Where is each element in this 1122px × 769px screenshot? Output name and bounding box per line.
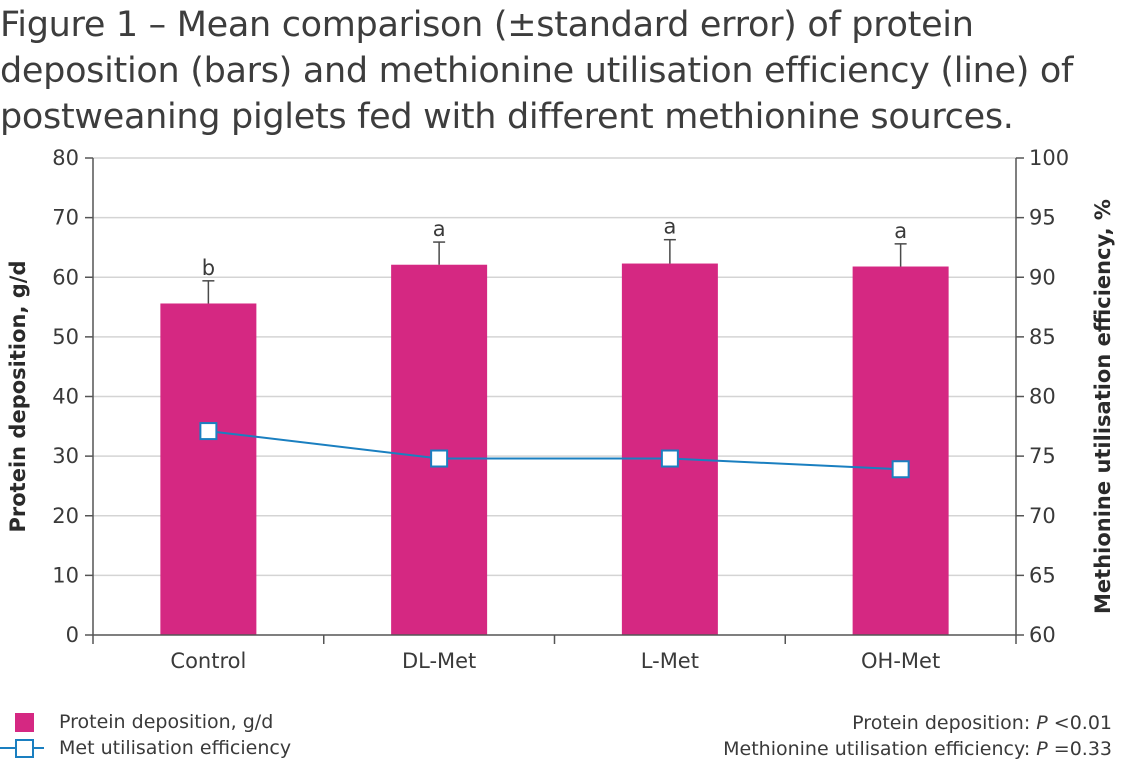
efficiency-point <box>660 449 679 468</box>
y2-axis-title: Methionine utilisation efficiency, % <box>1091 199 1115 614</box>
y-tick-label: 50 <box>52 325 79 349</box>
efficiency-point <box>199 422 218 441</box>
y-tick-label: 80 <box>52 146 79 170</box>
significance-letter: a <box>894 219 907 243</box>
x-tick-label: OH-Met <box>861 649 940 673</box>
title-line-2: deposition (bars) and methionine utilisa… <box>0 51 1074 91</box>
note-protein-deposition: Protein deposition: P <0.01 <box>723 710 1112 736</box>
figure-title: Figure 1 – Mean comparison (±standard er… <box>0 2 1118 140</box>
note-met-value: =0.33 <box>1047 738 1112 760</box>
note-protein-value: <0.01 <box>1047 712 1112 734</box>
y2-tick-label: 100 <box>1029 146 1069 170</box>
x-tick-label: DL-Met <box>402 649 476 673</box>
y2-tick-label: 85 <box>1029 325 1056 349</box>
note-met-prefix: Methionine utilisation efficiency: <box>723 738 1037 760</box>
y-tick-label: 70 <box>52 206 79 230</box>
efficiency-line <box>208 430 901 471</box>
y2-tick-label: 75 <box>1029 444 1056 468</box>
y-tick-label: 30 <box>52 444 79 468</box>
note-protein-prefix: Protein deposition: <box>852 712 1037 734</box>
bar-oh-met <box>852 266 949 635</box>
y2-tick-label: 95 <box>1029 206 1056 230</box>
y2-tick-label: 65 <box>1029 563 1056 587</box>
y-axis-title: Protein deposition, g/d <box>6 261 30 533</box>
chart-plot: b a a a 0 10 20 30 40 50 60 70 80 60 65 70 75 80 85 90 95 100… <box>6 146 1115 673</box>
y-tick-label: 60 <box>52 265 79 289</box>
significance-letter: a <box>433 217 446 241</box>
title-line-3: postweaning piglets fed with different m… <box>0 97 1014 137</box>
y2-tick-label: 60 <box>1029 623 1056 647</box>
bar-control <box>160 303 257 635</box>
significance-letter: a <box>663 215 676 239</box>
y-tick-label: 40 <box>52 385 79 409</box>
y-tick-label: 10 <box>52 563 79 587</box>
x-tick-label: L-Met <box>641 649 699 673</box>
bar-l-met <box>621 263 718 635</box>
y-tick-label: 20 <box>52 504 79 528</box>
legend-label-protein-deposition: Protein deposition, g/d <box>59 711 274 733</box>
efficiency-point <box>430 449 449 468</box>
y-tick-label: 0 <box>66 623 79 647</box>
efficiency-point <box>891 460 910 479</box>
note-protein-p: P <box>1036 712 1048 734</box>
significance-letter: b <box>202 256 215 280</box>
y2-tick-label: 70 <box>1029 504 1056 528</box>
title-line-1: Figure 1 – Mean comparison (±standard er… <box>0 5 974 45</box>
note-met-efficiency: Methionine utilisation efficiency: P =0.… <box>723 736 1112 762</box>
legend-bar-swatch <box>15 713 34 732</box>
note-met-p: P <box>1036 738 1048 760</box>
x-tick-label: Control <box>170 649 246 673</box>
y2-tick-label: 90 <box>1029 265 1056 289</box>
significance-notes: Protein deposition: P <0.01 Methionine u… <box>723 710 1112 762</box>
legend-label-met-utilisation: Met utilisation efficiency <box>59 737 292 759</box>
y2-tick-label: 80 <box>1029 385 1056 409</box>
legend-marker-swatch <box>15 739 34 758</box>
